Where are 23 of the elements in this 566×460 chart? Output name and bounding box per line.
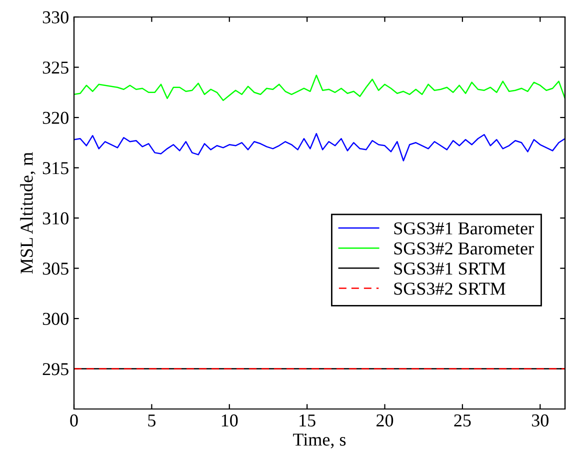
x-tick-label: 25 <box>454 414 471 427</box>
legend-label: SGS3#1 Barometer <box>394 222 534 234</box>
legend-label: SGS3#2 SRTM <box>394 282 506 295</box>
legend-label: SGS3#2 Barometer <box>394 242 534 255</box>
y-tick-label: 300 <box>42 312 68 325</box>
x-tick-label: 5 <box>148 414 156 427</box>
y-tick-label: 320 <box>42 112 68 124</box>
y-tick-label: 315 <box>42 162 68 174</box>
line-series <box>74 74 565 102</box>
x-tick-label: 0 <box>70 414 78 427</box>
x-tick-label: 20 <box>376 414 394 427</box>
x-tick-label: 15 <box>300 414 316 427</box>
legend-label: SGS3#1 SRTM <box>394 262 506 275</box>
y-tick-label: 295 <box>42 363 68 376</box>
x-tick-label: 30 <box>532 414 548 427</box>
y-axis-title: MSL Altitude, m <box>20 152 36 274</box>
y-tick-label: 310 <box>42 212 68 224</box>
x-tick-label: 10 <box>222 414 238 427</box>
y-tick-label: 305 <box>42 262 68 275</box>
y-tick-label: 330 <box>42 11 68 24</box>
y-tick-label: 325 <box>42 62 68 74</box>
line-series <box>74 132 565 162</box>
x-axis-title: Time, s <box>293 434 346 448</box>
